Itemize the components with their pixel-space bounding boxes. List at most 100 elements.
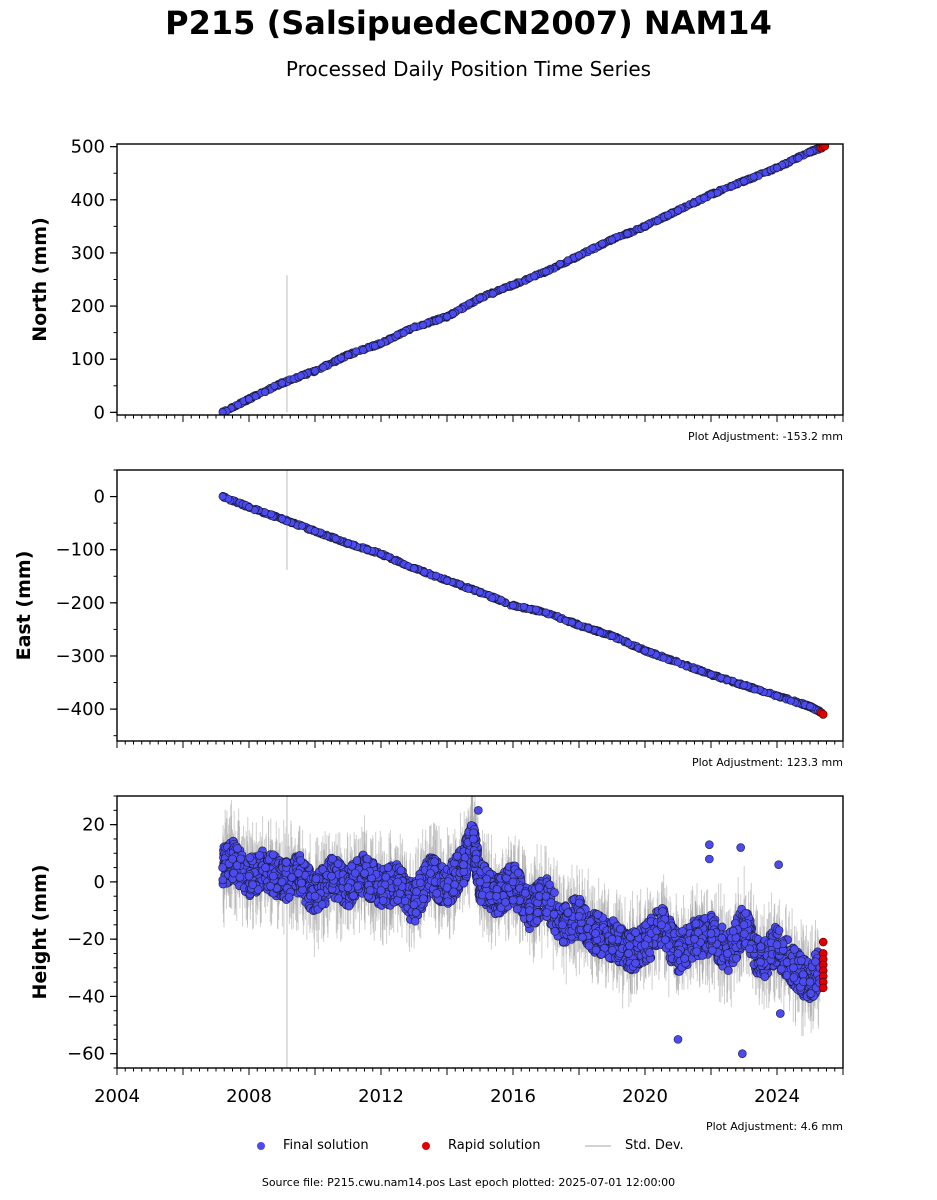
y-axis-label: North (mm) xyxy=(29,217,51,342)
final-solution-point xyxy=(333,859,343,869)
final-solution-point xyxy=(255,850,264,860)
final-solution-point xyxy=(773,164,781,172)
final-solution-point xyxy=(248,880,258,889)
final-solution-point xyxy=(456,580,464,589)
final-solution-point xyxy=(245,395,253,403)
final-solution-point xyxy=(377,550,385,558)
final-solution-point xyxy=(396,866,406,875)
x-ticks xyxy=(116,741,844,748)
final-solution-point xyxy=(700,194,709,203)
final-solution-point xyxy=(443,897,452,906)
final-solution-point xyxy=(363,545,372,554)
final-solution-point xyxy=(430,857,439,866)
final-solution-point xyxy=(261,388,269,396)
final-solution-point xyxy=(749,172,758,181)
y-tick-label: −200 xyxy=(56,593,105,614)
final-solution-point xyxy=(344,539,352,548)
final-solution-point xyxy=(806,702,814,711)
final-solution-point xyxy=(269,871,278,881)
final-solution-point xyxy=(449,887,458,897)
final-solution-point xyxy=(268,850,278,859)
plot-area xyxy=(218,796,828,1068)
final-solution-point xyxy=(218,492,227,501)
final-solution-point xyxy=(674,206,682,215)
final-solution-point xyxy=(443,312,451,321)
final-solution-point xyxy=(509,280,517,289)
final-solution-point xyxy=(344,351,352,359)
final-solution-point xyxy=(347,861,357,871)
final-solution-point xyxy=(575,251,583,260)
final-solution-point xyxy=(806,148,814,156)
final-solution-point xyxy=(352,347,361,356)
y-tick-label: 300 xyxy=(71,243,105,264)
final-solution-point xyxy=(478,890,487,900)
final-solution-point xyxy=(377,339,385,348)
final-solution-point xyxy=(471,854,481,864)
final-solution-point xyxy=(218,408,227,415)
final-solution-point xyxy=(697,667,706,675)
final-solution-point xyxy=(498,285,507,293)
final-solution-point xyxy=(270,381,279,390)
final-solution-point xyxy=(563,256,572,265)
final-solution-point xyxy=(359,346,368,354)
final-solution-points xyxy=(218,144,824,415)
final-solution-point xyxy=(233,844,242,853)
final-solution-point xyxy=(723,676,732,684)
final-solution-point xyxy=(229,868,238,878)
final-solution-point xyxy=(750,685,759,694)
final-solution-point xyxy=(266,881,275,891)
y-axis-label: East (mm) xyxy=(13,551,35,661)
y-tick-label: 0 xyxy=(94,487,105,508)
final-solution-point xyxy=(410,323,418,332)
plot-area xyxy=(218,470,828,719)
final-solution-point xyxy=(282,858,291,867)
final-solution-point xyxy=(501,897,510,907)
y-tick-label: 0 xyxy=(94,402,105,423)
final-solution-point xyxy=(521,888,530,898)
final-solution-point xyxy=(350,868,360,878)
final-solution-point xyxy=(663,211,672,220)
plot-adjustment-note: Plot Adjustment: 123.3 mm xyxy=(692,756,843,769)
final-solution-point xyxy=(727,182,736,191)
final-solution-point xyxy=(707,190,715,199)
final-solution-point xyxy=(713,188,722,197)
final-solution-point xyxy=(432,889,442,898)
plot-area xyxy=(218,144,830,415)
final-solution-point xyxy=(598,239,607,248)
final-solution-point xyxy=(311,874,321,884)
y-tick-label: 200 xyxy=(71,296,105,317)
final-solution-point xyxy=(794,154,803,163)
plot-adjustment-note: Plot Adjustment: -153.2 mm xyxy=(688,430,843,443)
final-solution-point xyxy=(319,363,328,372)
final-solution-point xyxy=(659,654,668,662)
rapid-solution-point xyxy=(818,710,828,719)
final-solution-point xyxy=(450,880,460,889)
y-ticks xyxy=(110,146,117,413)
final-solution-point xyxy=(232,861,242,870)
y-ticks xyxy=(110,469,117,737)
final-solution-point xyxy=(334,894,343,903)
north-panel: 0 100 200 300 400 500 North (mm) Plot Adjustmen… xyxy=(29,137,844,443)
final-solution-point xyxy=(556,259,564,268)
final-solution-point xyxy=(509,601,517,610)
final-solution-points xyxy=(218,491,824,717)
final-solution-point xyxy=(317,900,327,909)
final-solution-point xyxy=(311,366,319,375)
final-solution-point xyxy=(419,894,428,904)
y-tick-label: −100 xyxy=(56,540,105,561)
final-solution-point xyxy=(420,568,429,577)
final-solution-point xyxy=(465,299,474,308)
final-solution-point xyxy=(740,681,748,690)
final-solution-point xyxy=(532,605,540,614)
final-solution-point xyxy=(393,330,402,339)
x-ticks xyxy=(116,415,844,422)
final-solution-point xyxy=(532,916,542,926)
final-solution-point xyxy=(328,854,337,864)
final-solution-point xyxy=(432,571,441,580)
final-solution-point xyxy=(740,177,748,186)
final-solution-point xyxy=(707,670,715,679)
final-solution-point xyxy=(624,639,633,648)
final-solution-point xyxy=(245,503,253,512)
final-solution-point xyxy=(419,321,427,330)
final-solution-point xyxy=(251,392,260,401)
